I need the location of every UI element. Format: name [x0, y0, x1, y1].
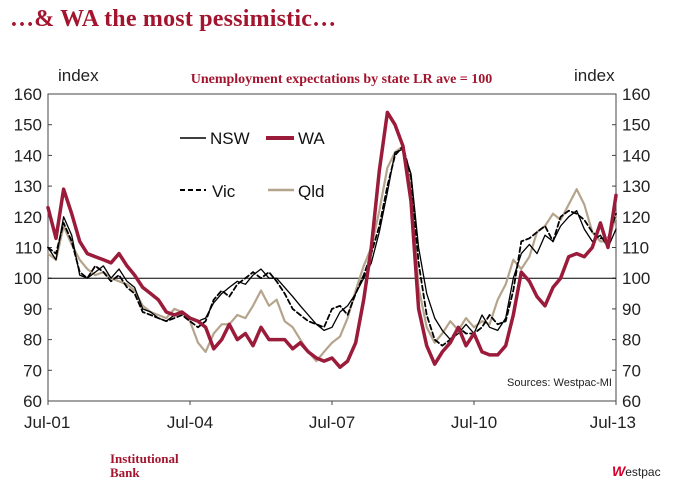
y-tick-label-right: 70 — [622, 361, 641, 380]
y-tick-label-right: 140 — [622, 146, 650, 165]
series-line-wa — [46, 110, 618, 369]
westpac-w-mark: W — [612, 463, 626, 479]
y-tick-label-right: 150 — [622, 116, 650, 135]
y-tick-label-right: 120 — [622, 208, 650, 227]
plot-frame — [47, 93, 617, 402]
x-tick-label: Jul-13 — [590, 413, 636, 432]
legend-label-nsw: NSW — [210, 129, 250, 148]
y-tick-label-left: 70 — [23, 361, 42, 380]
y-tick-label-left: 90 — [23, 300, 42, 319]
chart-title: Unemployment expectations by state LR av… — [190, 72, 493, 87]
y-tick-label-left: 110 — [15, 239, 42, 258]
legend-label-wa: WA — [298, 129, 325, 148]
series-layer — [46, 110, 618, 369]
series-line-nsw — [47, 148, 617, 341]
y-tick-label-left: 150 — [14, 116, 42, 135]
x-axis: Jul-01 Jul-04 Jul-07 Jul-10 Jul-13 — [24, 401, 636, 432]
y-tick-label-right: 110 — [622, 239, 649, 258]
y-tick-label-left: 60 — [23, 392, 42, 411]
right-y-axis: 60 70 80 90 100 110 120 130 140 150 160 — [612, 85, 650, 411]
y-tick-label-right: 160 — [622, 85, 650, 104]
legend: NSW WA Vic Qld — [180, 129, 325, 201]
source-note: Sources: Westpac-MI — [507, 377, 612, 389]
x-tick-label: Jul-07 — [309, 413, 355, 432]
x-tick-label: Jul-01 — [24, 413, 70, 432]
x-tick-label: Jul-10 — [451, 413, 497, 432]
y-tick-label-left: 120 — [14, 208, 42, 227]
left-axis-unit: index — [58, 66, 99, 85]
y-tick-label-right: 60 — [622, 392, 641, 411]
logo-line-2: Bank — [110, 465, 140, 480]
y-tick-label-right: 100 — [622, 269, 650, 288]
legend-label-vic: Vic — [212, 182, 236, 201]
y-tick-label-left: 80 — [23, 331, 42, 350]
y-tick-label-left: 140 — [14, 146, 42, 165]
slide-title: …& WA the most pessimistic… — [10, 6, 337, 32]
y-tick-label-right: 90 — [622, 300, 641, 319]
right-axis-unit: index — [574, 66, 615, 85]
westpac-logo-text: estpac — [625, 465, 661, 479]
institutional-bank-logo: Institutional Bank — [110, 452, 179, 480]
legend-label-qld: Qld — [298, 182, 324, 201]
y-tick-label-left: 100 — [14, 269, 42, 288]
y-tick-label-right: 130 — [622, 177, 650, 196]
left-y-axis: 60 70 80 90 100 110 120 130 140 150 160 — [14, 85, 52, 411]
x-tick-label: Jul-04 — [167, 413, 213, 432]
logo-line-1: Institutional — [110, 451, 179, 466]
series-line-vic — [47, 145, 617, 347]
westpac-logo: Westpac — [612, 463, 661, 479]
y-tick-label-left: 160 — [14, 85, 42, 104]
y-tick-label-left: 130 — [14, 177, 42, 196]
series-line-qld — [46, 145, 618, 363]
y-tick-label-right: 80 — [622, 331, 641, 350]
